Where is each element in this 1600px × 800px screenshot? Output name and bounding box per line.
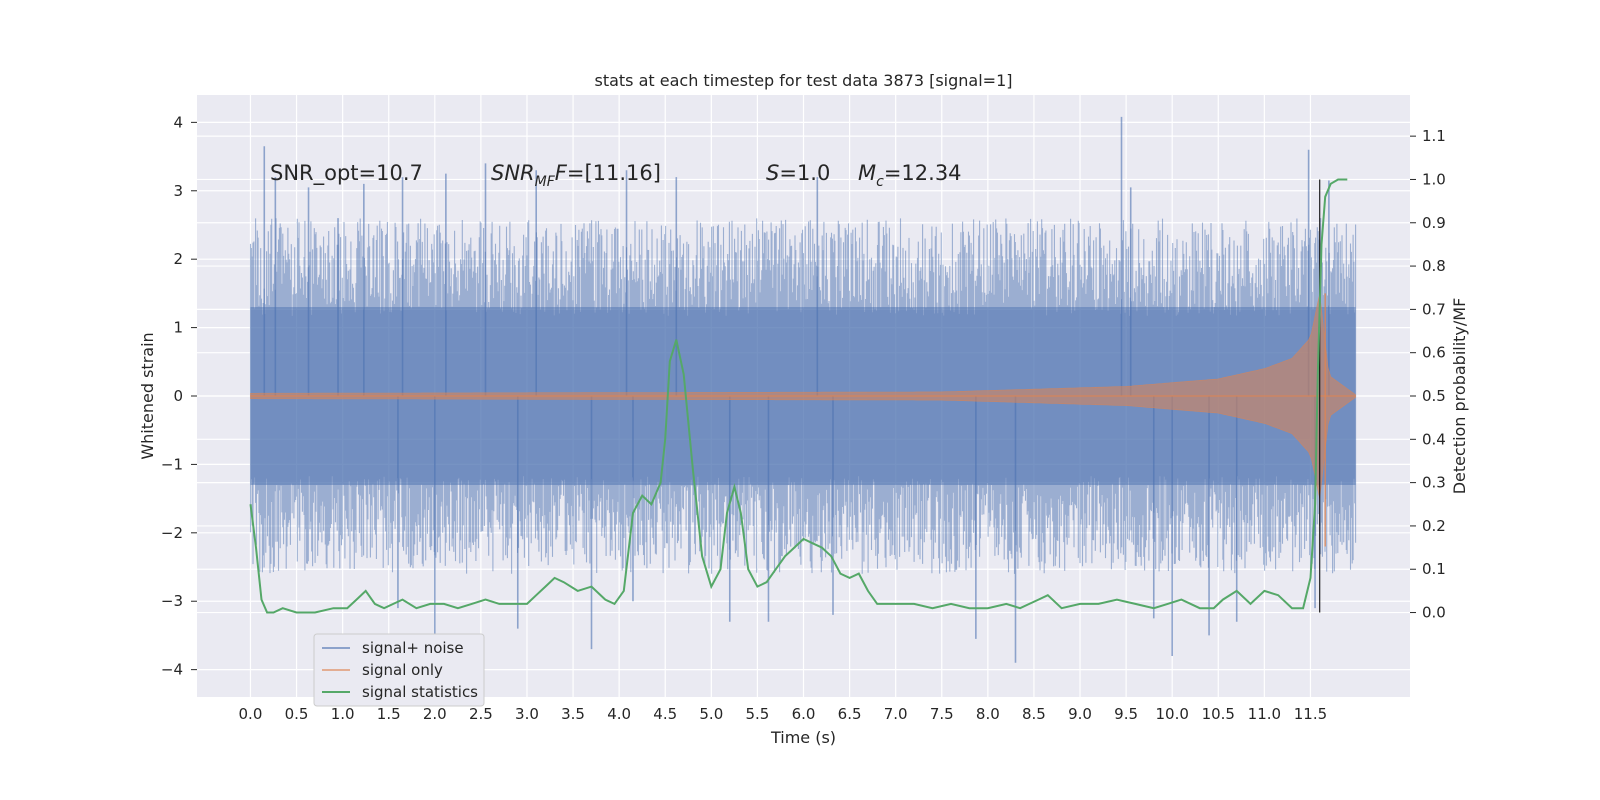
y-tick-label: 3 [173, 182, 183, 200]
series-signal-only [250, 293, 1356, 547]
annotation-mc-var: M [858, 161, 876, 185]
y2-tick-label: 1.1 [1422, 127, 1446, 145]
y2-tick-label: 0.4 [1422, 430, 1446, 448]
series-signal-statistics [249, 178, 1348, 614]
annotation-snr-mf-sub: MF [535, 174, 556, 190]
y2-tick-label: 0.9 [1422, 214, 1446, 232]
x-tick-label: 1.5 [377, 705, 401, 723]
annotation-snr-mf-f: F [555, 161, 568, 185]
y2-tick-label: 0.5 [1422, 387, 1446, 405]
annotation-mc-sub: c [876, 174, 884, 190]
annotation-s-rest: =1.0 [779, 161, 830, 185]
x-tick-label: 9.5 [1114, 705, 1138, 723]
annotation-snr-mf: SNRMFF=[11.16] [491, 161, 661, 190]
annotation-snr-mf-rest: =[11.16] [567, 161, 661, 185]
y2-tick-label: 1.0 [1422, 170, 1446, 188]
y2-tick-label: 0.7 [1422, 300, 1446, 318]
x-tick-label: 2.5 [469, 705, 493, 723]
x-tick-label: 5.5 [745, 705, 769, 723]
x-tick-label: 6.5 [838, 705, 862, 723]
y-tick-label: 1 [173, 319, 183, 337]
y2-axis-label: Detection probability/MF [1450, 298, 1469, 495]
annotation-mc-rest: =12.34 [884, 161, 962, 185]
x-tick-label: 3.0 [515, 705, 539, 723]
legend-label: signal only [362, 661, 443, 679]
x-tick-label: 3.5 [561, 705, 585, 723]
annotation-s: S=1.0 [766, 161, 830, 185]
y2-tick-label: 0.8 [1422, 257, 1446, 275]
y-axis-label: Whitened strain [138, 332, 157, 459]
y-tick-label: −1 [161, 455, 183, 473]
y-tick-label: 4 [173, 113, 183, 131]
y-tick-label: −2 [161, 524, 183, 542]
signal-statistics-line [249, 178, 1348, 614]
legend: signal+ noise signal only signal statistic… [313, 633, 485, 707]
x-tick-label: 7.5 [930, 705, 954, 723]
x-tick-label: 6.0 [792, 705, 816, 723]
annotation-s-var: S [766, 161, 779, 185]
x-tick-label: 8.5 [1022, 705, 1046, 723]
y2-tick-label: 0.1 [1422, 560, 1446, 578]
x-tick-label: 5.0 [699, 705, 723, 723]
y-tick-label: 0 [173, 387, 183, 405]
x-tick-label: 4.5 [653, 705, 677, 723]
x-tick-label: 8.0 [976, 705, 1000, 723]
legend-label: signal+ noise [362, 639, 464, 657]
annotation-snr-opt: SNR_opt=10.7 [270, 161, 423, 186]
x-tick-label: 0.5 [285, 705, 309, 723]
y2-tick-label: 0.0 [1422, 604, 1446, 622]
x-tick-label: 9.0 [1068, 705, 1092, 723]
y2-tick-label: 0.3 [1422, 474, 1446, 492]
x-axis-label: Time (s) [770, 728, 836, 747]
x-tick-label: 11.5 [1294, 705, 1327, 723]
y2-tick-label: 0.2 [1422, 517, 1446, 535]
x-tick-label: 10.0 [1155, 705, 1188, 723]
y2-tick-label: 0.6 [1422, 344, 1446, 362]
x-tick-label: 2.0 [423, 705, 447, 723]
plot-area [197, 95, 1410, 697]
y-tick-label: −4 [161, 661, 183, 679]
x-tick-label: 4.0 [607, 705, 631, 723]
annotation-snr-mf-base: SNR [491, 161, 535, 185]
x-tick-label: 1.0 [331, 705, 355, 723]
y-tick-label: 2 [173, 250, 183, 268]
y2-axis-ticks: 0.0 0.1 0.2 0.3 0.4 0.5 0.6 0.7 0.8 0.9 1.0 1.1 [1410, 127, 1446, 622]
legend-label: signal statistics [362, 683, 478, 701]
annotation-mc: Mc=12.34 [858, 161, 962, 190]
x-tick-label: 11.0 [1248, 705, 1281, 723]
x-axis-ticks: 0.0 0.5 1.0 1.5 2.0 2.5 3.0 3.5 4.0 4.5 5.0 5.5 6.0 6… [239, 705, 1328, 723]
x-tick-label: 7.0 [884, 705, 908, 723]
x-tick-label: 0.0 [239, 705, 263, 723]
legend-box [313, 633, 485, 707]
x-tick-label: 10.5 [1202, 705, 1235, 723]
y-tick-label: −3 [161, 592, 183, 610]
chart-title: stats at each timestep for test data 387… [594, 71, 1012, 90]
y-axis-ticks: −4 −3 −2 −1 0 1 2 3 4 [161, 113, 197, 679]
